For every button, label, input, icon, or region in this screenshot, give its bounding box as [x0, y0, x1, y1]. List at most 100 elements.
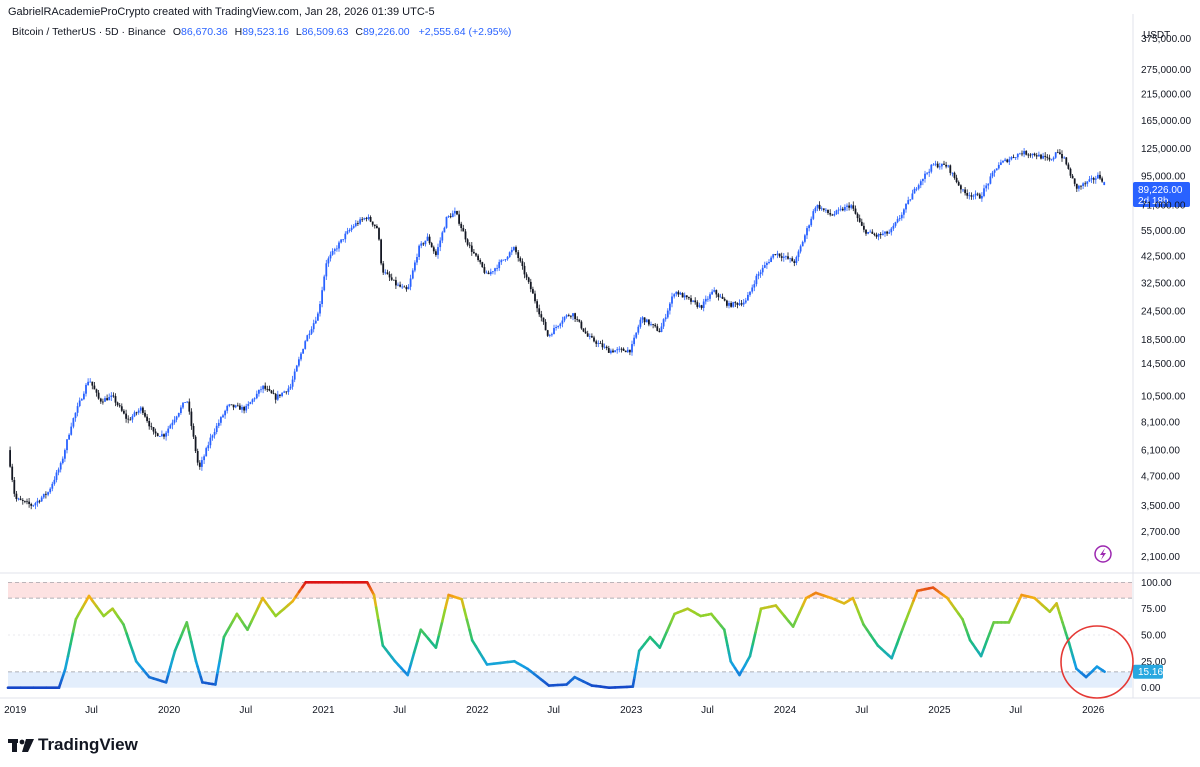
candle-body — [432, 247, 435, 252]
candle-body — [875, 234, 878, 237]
candle-body — [1090, 178, 1093, 180]
candle-body — [1021, 153, 1023, 155]
candle-body — [68, 434, 70, 440]
candle-body — [736, 303, 739, 305]
candle-body — [584, 331, 587, 334]
candle-body — [835, 210, 838, 214]
candle-body — [848, 205, 850, 208]
candle-body — [852, 205, 855, 209]
candle-body — [633, 337, 635, 345]
oscillator-tick-label: 100.00 — [1141, 578, 1172, 589]
candle-body — [481, 262, 484, 268]
candle-body — [660, 326, 663, 332]
time-tick-label: 2022 — [466, 705, 489, 716]
candle-body — [314, 320, 317, 324]
oscillator-segment — [636, 649, 641, 662]
candle-body — [85, 384, 87, 394]
oscillator-segment — [726, 644, 731, 655]
candle-body — [291, 379, 294, 387]
candle-body — [127, 418, 130, 420]
candle-body — [116, 402, 119, 406]
candle-body — [656, 326, 659, 331]
candle-body — [205, 448, 208, 457]
candle-body — [464, 231, 467, 240]
candle-body — [289, 386, 292, 389]
candle-body — [692, 300, 694, 302]
time-tick-label: 2019 — [4, 705, 27, 716]
symbol-legend[interactable]: Bitcoin / TetherUS · 5D · Binance O86,67… — [12, 26, 511, 38]
candle-body — [449, 216, 452, 218]
candle-body — [302, 348, 304, 354]
time-tick-label: 2026 — [1082, 705, 1105, 716]
candle-body — [57, 469, 60, 473]
close-value: 89,226.00 — [362, 26, 410, 38]
candle-body — [759, 272, 762, 275]
candle-body — [723, 298, 726, 301]
candle-body — [570, 315, 572, 317]
candle-body — [460, 223, 463, 228]
candle-body — [363, 218, 366, 220]
candle-body — [761, 267, 764, 273]
candle-body — [95, 389, 98, 393]
oscillator-segment — [754, 619, 760, 634]
oscillator-segment — [669, 612, 676, 624]
candle-body — [133, 412, 136, 417]
time-tick-label: Jul — [85, 705, 98, 716]
candle-body — [49, 488, 52, 493]
candle-body — [989, 176, 992, 184]
oscillator-segment — [250, 612, 257, 624]
candle-body — [548, 335, 551, 336]
candle-body — [928, 171, 931, 173]
candle-body — [620, 348, 623, 350]
candle-body — [702, 301, 705, 308]
candle-body — [473, 251, 475, 254]
candle-body — [378, 228, 380, 240]
candle-body — [829, 213, 832, 215]
candle-body — [683, 295, 686, 298]
price-axis-ticks: 2,100.00 2,700.00 3,500.00 4,700.00 6,100.00… — [1141, 34, 1191, 563]
oscillator-tick-label: 0.00 — [1141, 683, 1161, 694]
candle-body — [17, 498, 20, 500]
time-tick-label: 2025 — [928, 705, 951, 716]
oscillator-segment — [756, 607, 763, 622]
candle-body — [909, 199, 912, 201]
oscillator-segment — [979, 646, 986, 658]
candle-body — [148, 421, 151, 427]
oscillator-segment — [631, 676, 636, 688]
oscillator-segment — [665, 621, 673, 633]
candle-body — [572, 313, 574, 317]
candle-body — [896, 219, 899, 223]
oscillator-segment — [912, 589, 919, 602]
candle-body — [960, 185, 962, 190]
bar-countdown: 2d 18h — [1138, 196, 1169, 207]
candle-body — [13, 480, 16, 494]
lightning-icon[interactable] — [1094, 545, 1112, 563]
candle-body — [995, 168, 998, 171]
candle-body — [793, 261, 796, 263]
time-tick-label: Jul — [855, 705, 868, 716]
oscillator-segment — [437, 619, 444, 636]
candle-body — [717, 294, 720, 297]
candle-body — [930, 164, 933, 172]
candle-body — [112, 395, 115, 397]
oscillator-segment — [798, 603, 805, 614]
candle-body — [941, 163, 943, 167]
tradingview-logo[interactable]: TradingView — [8, 735, 138, 755]
candle-body — [690, 298, 692, 302]
candle-body — [414, 262, 416, 271]
oscillator-segment — [416, 628, 423, 643]
candle-body — [28, 501, 30, 504]
candle-body — [985, 185, 988, 189]
candle-body — [395, 280, 397, 286]
candle-body — [336, 248, 338, 250]
oscillator-segment — [253, 604, 261, 616]
candle-body — [441, 232, 444, 241]
candle-body — [654, 324, 657, 327]
candle-body — [905, 203, 907, 210]
candle-body — [1023, 151, 1025, 155]
candle-body — [192, 426, 195, 437]
candle-body — [957, 182, 960, 186]
candle-body — [42, 493, 45, 498]
candle-body — [506, 256, 509, 260]
candle-body — [873, 233, 876, 235]
